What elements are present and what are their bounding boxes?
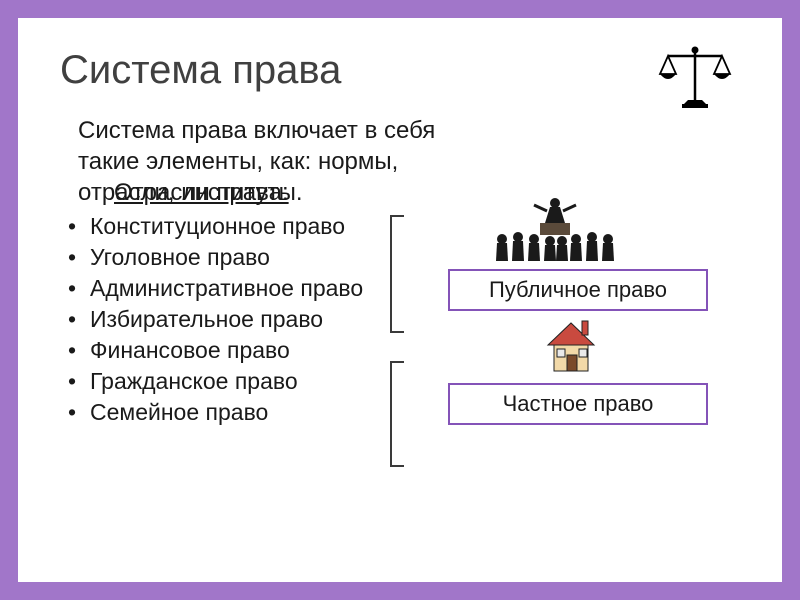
list-item: Избирательное право <box>68 304 390 335</box>
categories-column: Публичное право Частное право <box>390 211 740 428</box>
list-item: Административное право <box>68 273 390 304</box>
intro-line-1: Система права включает в себя <box>78 117 435 144</box>
intro-line-2: такие элементы, как: нормы, <box>78 148 398 175</box>
public-law-box: Публичное право <box>448 269 708 311</box>
scales-icon <box>656 46 734 112</box>
bracket-top <box>390 215 404 333</box>
content-row: Конституционное право Уголовное право Ад… <box>60 211 740 428</box>
list-item: Семейное право <box>68 397 390 428</box>
page-title: Система права <box>60 48 740 93</box>
subtitle-overlap: Отрасли права: <box>60 179 740 207</box>
crowd-icon <box>490 193 620 263</box>
branches-list: Конституционное право Уголовное право Ад… <box>60 211 390 428</box>
private-law-box: Частное право <box>448 383 708 425</box>
slide: Система права Система права включает в с… <box>18 18 782 582</box>
list-item: Гражданское право <box>68 366 390 397</box>
list-item: Конституционное право <box>68 211 390 242</box>
list-item: Уголовное право <box>68 242 390 273</box>
list-item: Финансовое право <box>68 335 390 366</box>
branches-column: Конституционное право Уголовное право Ад… <box>60 211 390 428</box>
house-icon <box>540 317 602 373</box>
bracket-bottom <box>390 361 404 467</box>
